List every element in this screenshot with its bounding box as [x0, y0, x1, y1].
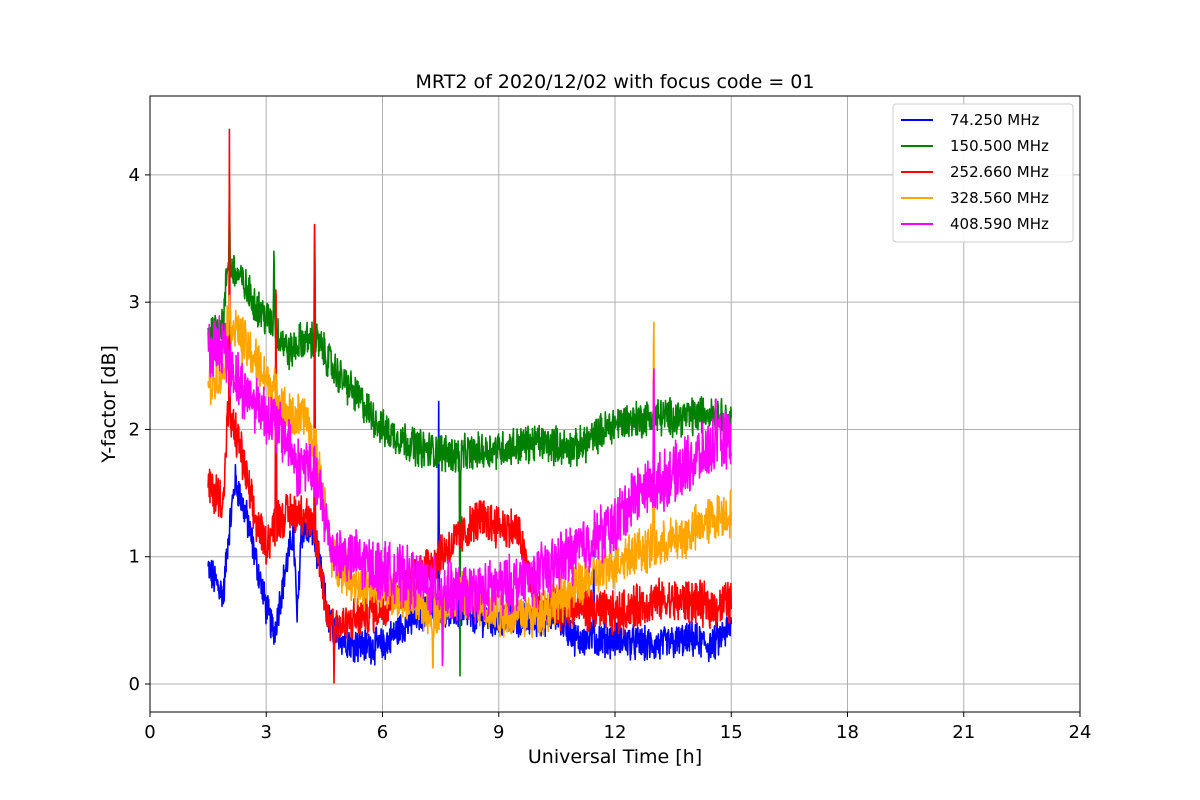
- legend-label: 74.250 MHz: [950, 111, 1039, 129]
- y-axis-label: Y-factor [dB]: [98, 345, 120, 464]
- legend-box: [892, 103, 1074, 243]
- x-tick-label: 15: [720, 722, 743, 743]
- x-tick-label: 9: [493, 722, 504, 743]
- x-axis: 0 3 6 9 12 15 18 21 24: [144, 712, 1091, 743]
- y-tick-label: 4: [129, 165, 140, 186]
- y-tick-label: 0: [129, 674, 140, 695]
- y-tick-label: 3: [129, 292, 140, 313]
- legend-label: 328.560 MHz: [950, 189, 1049, 207]
- series-line: [207, 182, 733, 677]
- legend-label: 150.500 MHz: [950, 137, 1049, 155]
- x-tick-label: 12: [604, 722, 627, 743]
- legend: 74.250 MHz 150.500 MHz 252.660 MHz 328.560 …: [892, 103, 1074, 243]
- x-tick-label: 21: [952, 722, 975, 743]
- chart-title: MRT2 of 2020/12/02 with focus code = 01: [416, 71, 815, 93]
- y-tick-label: 2: [129, 419, 140, 440]
- series-line: [207, 315, 733, 667]
- x-tick-label: 24: [1069, 722, 1092, 743]
- x-axis-label: Universal Time [h]: [528, 746, 702, 768]
- series-line: [207, 294, 733, 669]
- y-tick-label: 1: [129, 547, 140, 568]
- legend-label: 252.660 MHz: [950, 163, 1049, 181]
- y-axis: 0 1 2 3 4: [129, 165, 150, 695]
- x-tick-label: 3: [261, 722, 272, 743]
- x-tick-label: 6: [377, 722, 388, 743]
- x-tick-label: 18: [836, 722, 859, 743]
- x-tick-label: 0: [144, 722, 155, 743]
- series-line: [207, 128, 733, 684]
- plot-series: [207, 128, 733, 684]
- legend-label: 408.590 MHz: [950, 215, 1049, 233]
